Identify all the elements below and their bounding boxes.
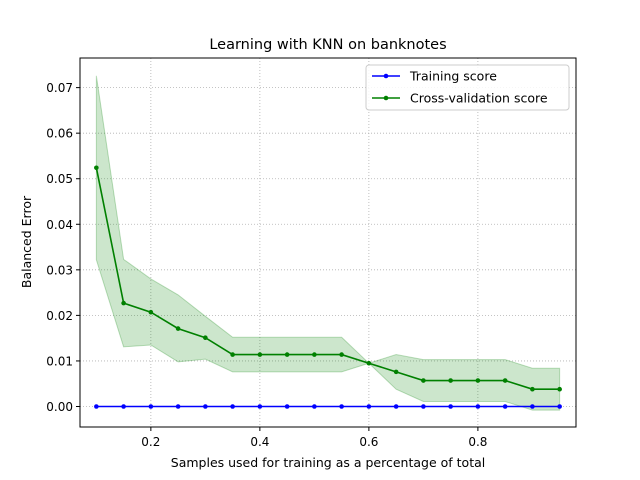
data-point — [312, 352, 317, 357]
confidence-band-2 — [95, 75, 561, 411]
data-point — [203, 335, 208, 341]
y-tick-label: 0.05 — [46, 172, 73, 186]
x-axis-label: Samples used for training as a percentag… — [171, 455, 485, 470]
data-point — [421, 378, 426, 383]
data-point — [175, 404, 181, 409]
x-tick-label: 0.4 — [250, 435, 269, 449]
data-point — [393, 369, 399, 375]
data-point — [421, 404, 426, 409]
data-point — [557, 386, 562, 392]
data-point — [257, 404, 263, 409]
chart-title: Learning with KNN on banknotes — [209, 37, 446, 53]
data-point — [366, 404, 372, 409]
data-point — [230, 352, 235, 357]
y-tick-label: 0.03 — [46, 263, 73, 277]
legend-box — [365, 64, 570, 111]
y-tick-label: 0.04 — [46, 218, 73, 232]
series-line-2 — [95, 167, 560, 390]
plot-frame — [79, 57, 577, 428]
data-point — [312, 404, 317, 409]
y-tick-label: 0.02 — [46, 309, 73, 323]
line-layer — [94, 165, 562, 409]
data-point — [502, 378, 508, 383]
y-tick-label: 0.06 — [46, 127, 73, 141]
legend: Training score Cross-validation score — [365, 64, 570, 111]
data-point — [148, 309, 154, 315]
data-point — [257, 352, 263, 357]
legend-label: Cross-validation score — [410, 91, 548, 106]
data-point — [557, 404, 562, 409]
data-point — [121, 300, 126, 306]
data-point — [475, 378, 481, 383]
y-tick-label: 0.00 — [46, 400, 73, 414]
y-axis-label: Balanced Error — [19, 195, 34, 288]
data-point — [121, 404, 126, 409]
legend-swatch-marker — [383, 95, 389, 101]
data-point — [530, 404, 535, 409]
data-point — [203, 404, 208, 409]
y-tick-label: 0.01 — [46, 354, 73, 368]
data-point — [94, 165, 99, 171]
data-point — [284, 404, 290, 409]
x-tick-label: 0.6 — [359, 435, 378, 449]
band-layer — [95, 75, 561, 411]
data-point — [339, 352, 344, 357]
data-point — [448, 378, 453, 383]
legend-swatch-marker — [383, 73, 389, 79]
tick-layer: 0.2 0.4 0.6 0.8 0.00 0.01 0.02 0.03 0.04 0.05 0.06… — [46, 81, 487, 449]
x-tick-label: 0.8 — [468, 435, 487, 449]
data-point — [366, 360, 372, 366]
data-point — [175, 326, 181, 331]
data-point — [393, 404, 399, 409]
data-point — [148, 404, 154, 409]
legend-label: Training score — [409, 69, 497, 84]
data-point — [475, 404, 481, 409]
x-tick-label: 0.2 — [141, 435, 160, 449]
data-point — [530, 386, 535, 392]
data-point — [230, 404, 235, 409]
data-point — [339, 404, 344, 409]
data-point — [448, 404, 453, 409]
data-point — [94, 404, 99, 409]
y-tick-label: 0.07 — [46, 81, 73, 95]
data-point — [284, 352, 290, 357]
data-point — [502, 404, 508, 409]
